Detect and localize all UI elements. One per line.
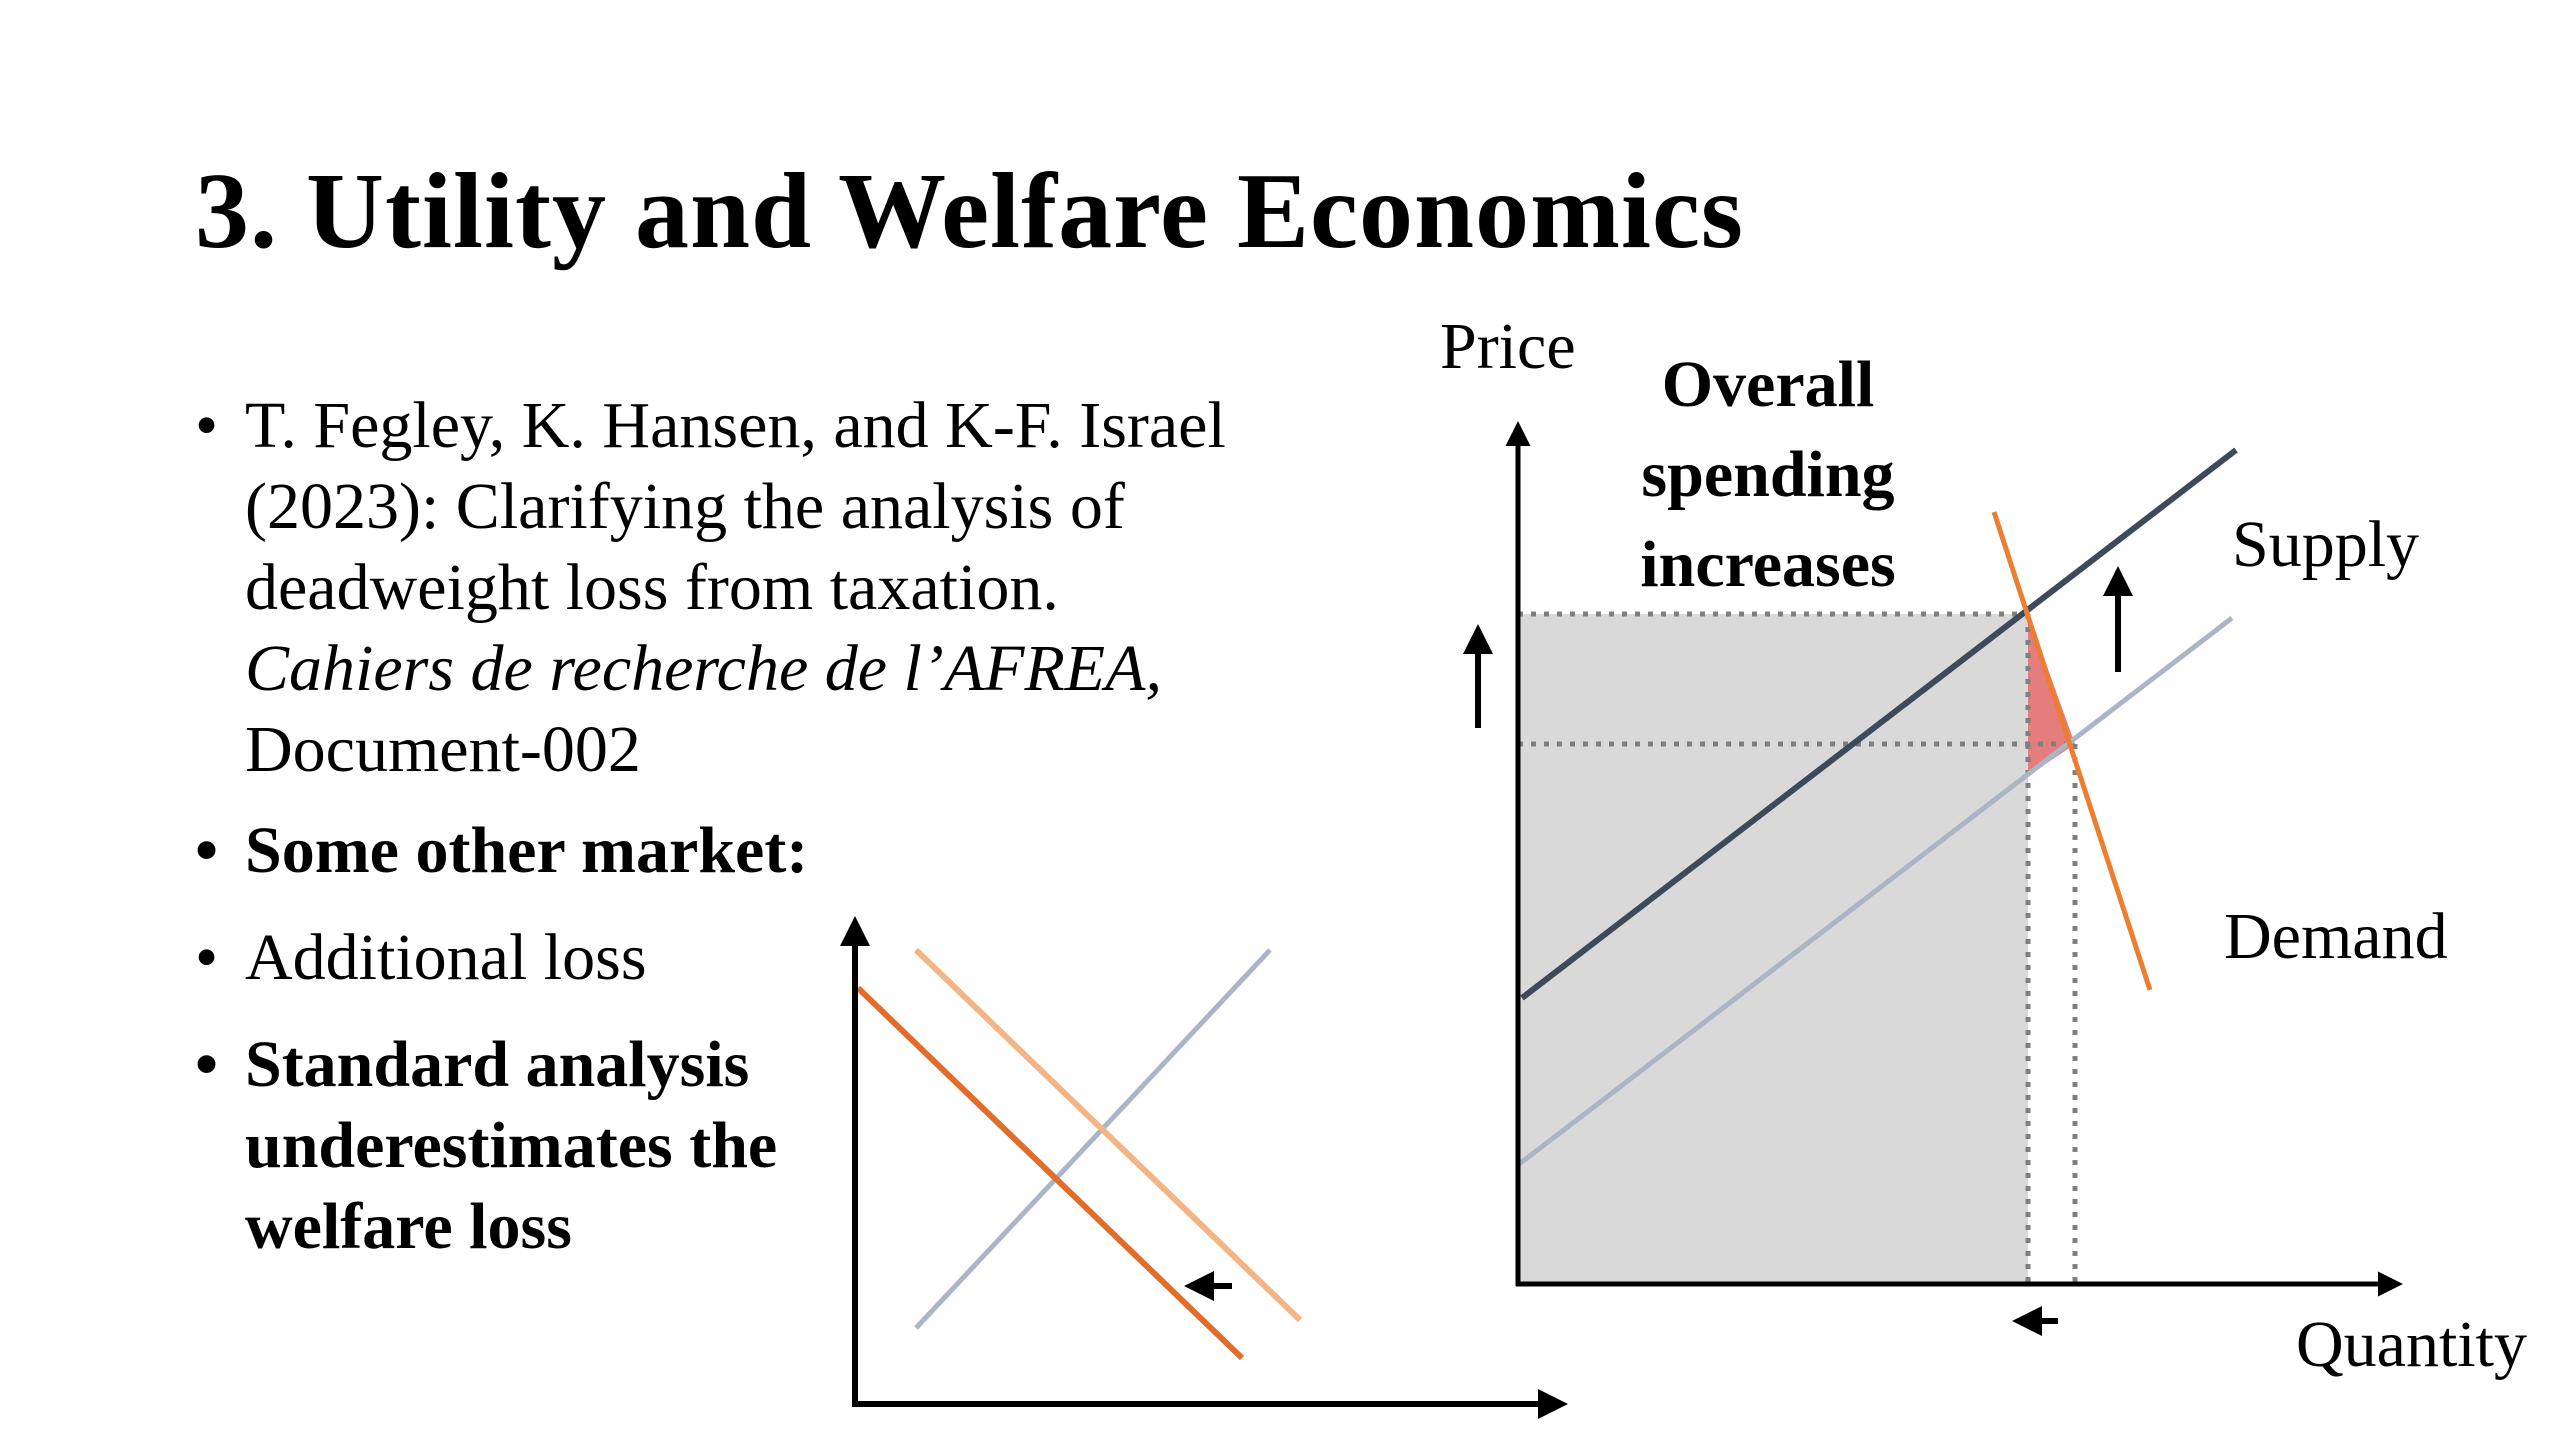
other-market-supply-curve [914,948,1272,1330]
bullet-dot: • [195,814,219,887]
citation-document: Document-002 [245,713,641,786]
supply-label: Supply [2232,508,2419,581]
supply-curve-original [1516,616,2234,1167]
bullet-dot: • [195,389,219,462]
bullet-list: • T. Fegley, K. Hansen, and K-F. Israel … [195,385,1255,1267]
main-diagram: Price Quantity Overall spending increase… [1440,310,2527,1381]
citation-journal: Cahiers de recherche de l’AFREA, [245,632,1162,705]
bullet-dot: • [195,921,219,994]
other-market-demand-shifted [855,985,1245,1361]
spending-annotation-line3: increases [1640,528,1895,601]
bullet-additional-loss: • Additional loss [195,917,1255,998]
other-market-diagram [840,916,1568,1419]
spending-annotation-line2: spending [1641,438,1894,511]
bullet-underestimates-text: Standard analysis underestimates the wel… [245,1028,778,1263]
other-market-demand-original [913,947,1303,1323]
y-axis-label: Price [1440,310,1576,383]
citation-authors: T. Fegley, K. Hansen, and K-F. Israel (2… [245,389,1226,624]
demand-curve [1991,511,2153,991]
supply-curve-shifted [1520,447,2238,1001]
bullet-other-market: • Some other market: [195,810,1255,891]
spending-area [1518,614,2028,1284]
bullet-other-market-text: Some other market: [245,814,809,887]
bullet-underestimates: • Standard analysis underestimates the w… [195,1024,965,1267]
x-axis-label: Quantity [2296,1308,2527,1381]
slide-title: 3. Utility and Welfare Economics [195,152,1744,271]
bullet-citation: • T. Fegley, K. Hansen, and K-F. Israel … [195,385,1255,790]
demand-label: Demand [2224,900,2448,973]
spending-annotation-line1: Overall [1662,348,1875,421]
bullet-dot: • [195,1028,219,1101]
bullet-additional-loss-text: Additional loss [245,921,647,994]
